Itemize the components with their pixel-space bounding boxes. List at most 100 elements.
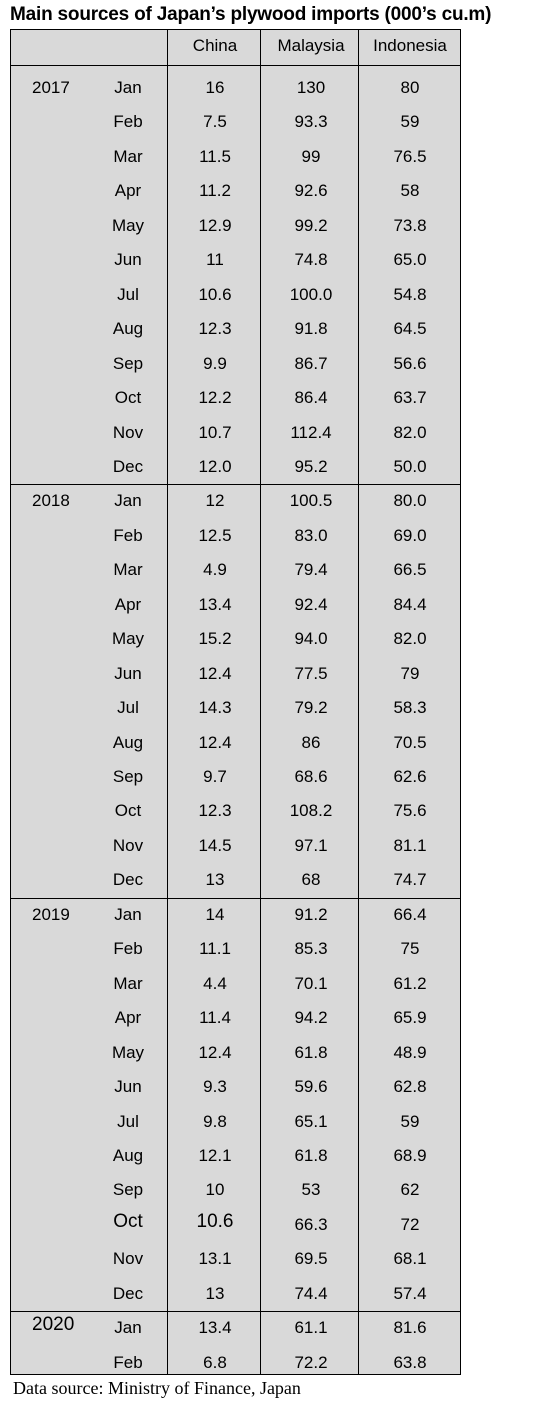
month-label: Jul: [117, 1111, 139, 1131]
year-label: 2018: [32, 491, 70, 511]
indonesia-value: 84.4: [393, 594, 427, 614]
month-label: Jul: [117, 284, 139, 304]
china-value: 14.5: [198, 835, 232, 855]
china-value: 11.1: [199, 939, 231, 959]
month-label: Nov: [112, 1249, 144, 1269]
china-value: 14: [205, 904, 225, 924]
indonesia-value: 62.6: [393, 767, 427, 786]
china-value: 12.1: [198, 1145, 232, 1165]
indonesia-value: 70.5: [393, 732, 427, 752]
indonesia-value: 56.6: [393, 353, 427, 373]
month-label: May: [111, 629, 145, 649]
indonesia-value: 59: [400, 112, 420, 132]
indonesia-value: 75: [400, 939, 420, 959]
year-divider: [11, 484, 460, 486]
year-label: 2020: [32, 1314, 75, 1336]
malaysia-value: 83.0: [294, 525, 328, 545]
indonesia-value: 74.7: [393, 870, 427, 890]
indonesia-value: 54.8: [393, 284, 427, 304]
china-value: 12: [205, 491, 225, 511]
china-value: 13.4: [198, 594, 232, 614]
month-label: Nov: [112, 422, 144, 442]
month-label: May: [111, 215, 145, 235]
column-header-china: China: [192, 36, 238, 55]
china-value: 13.1: [198, 1249, 232, 1269]
indonesia-value: 48.9: [393, 1042, 427, 1062]
month-label: Jan: [114, 1318, 142, 1338]
column-divider: [358, 30, 359, 1374]
month-label: Sep: [112, 1180, 144, 1200]
column-divider: [167, 30, 168, 1374]
malaysia-value: 86.7: [294, 353, 328, 373]
month-label: Apr: [114, 181, 142, 201]
malaysia-value: 69.5: [294, 1249, 328, 1269]
malaysia-value: 77.5: [294, 663, 328, 683]
column-divider: [260, 30, 261, 1374]
china-value: 16: [205, 78, 225, 97]
malaysia-value: 86.4: [294, 388, 328, 408]
indonesia-value: 62.8: [393, 1077, 427, 1097]
year-label: 2017: [32, 78, 70, 97]
month-label: Apr: [114, 1008, 142, 1028]
china-value: 11.5: [199, 146, 231, 166]
china-value: 12.5: [198, 525, 232, 545]
malaysia-value: 92.6: [294, 181, 328, 201]
malaysia-value: 70.1: [294, 973, 328, 993]
indonesia-value: 63.7: [393, 388, 427, 408]
china-value: 9.8: [203, 1111, 227, 1131]
malaysia-value: 93.3: [294, 112, 328, 132]
month-label: Sep: [112, 353, 144, 373]
year-divider: [11, 1310, 460, 1312]
indonesia-value: 59: [400, 1111, 420, 1131]
month-label: Dec: [112, 870, 144, 890]
china-value: 11.4: [199, 1008, 231, 1028]
month-label: Jun: [114, 1077, 142, 1097]
indonesia-value: 82.0: [393, 422, 427, 442]
indonesia-value: 81.1: [393, 835, 427, 855]
china-value: 13.4: [198, 1318, 232, 1338]
indonesia-value: 69.0: [393, 525, 427, 545]
malaysia-value: 74.8: [294, 250, 328, 270]
malaysia-value: 99: [301, 146, 321, 166]
china-value: 10: [205, 1180, 225, 1200]
china-value: 9.7: [203, 767, 227, 786]
indonesia-value: 58: [400, 181, 420, 201]
malaysia-value: 79.2: [294, 698, 328, 718]
month-label: May: [111, 1042, 145, 1062]
china-value: 13: [205, 1283, 225, 1303]
table-title: Main sources of Japan’s plywood imports …: [10, 4, 492, 25]
month-label: Mar: [113, 146, 143, 166]
malaysia-value: 85.3: [294, 939, 328, 959]
indonesia-value: 68.1: [393, 1249, 427, 1269]
indonesia-value: 65.0: [393, 250, 427, 270]
malaysia-value: 94.2: [294, 1008, 328, 1028]
china-value: 11: [206, 250, 224, 270]
malaysia-value: 61.8: [294, 1042, 328, 1062]
month-label: Feb: [113, 1352, 143, 1372]
china-value: 4.4: [203, 973, 227, 993]
indonesia-value: 62: [400, 1180, 420, 1200]
china-value: 7.5: [203, 112, 227, 132]
malaysia-value: 61.8: [294, 1145, 328, 1165]
indonesia-value: 61.2: [393, 973, 427, 993]
month-label: Aug: [112, 1145, 144, 1165]
china-value: 12.3: [198, 319, 232, 339]
malaysia-value: 68: [301, 870, 321, 890]
malaysia-value: 99.2: [294, 215, 328, 235]
china-value: 11.2: [199, 181, 231, 201]
indonesia-value: 76.5: [393, 146, 427, 166]
month-label: Jul: [117, 698, 139, 718]
malaysia-value: 92.4: [294, 594, 328, 614]
month-label: Oct: [113, 1210, 143, 1232]
indonesia-value: 65.9: [393, 1008, 427, 1028]
indonesia-value: 79: [400, 663, 420, 683]
malaysia-value: 61.1: [294, 1318, 328, 1338]
malaysia-value: 94.0: [294, 629, 328, 649]
imports-table: China Malaysia Indonesia 2017 Jan 16 130 80 Feb 7…: [10, 29, 461, 1375]
china-value: 15.2: [198, 629, 232, 649]
malaysia-value: 59.6: [294, 1077, 328, 1097]
china-value: 4.9: [203, 560, 227, 580]
malaysia-value: 100.5: [289, 491, 333, 511]
china-value: 10.6: [198, 284, 232, 304]
malaysia-value: 108.2: [289, 801, 333, 821]
